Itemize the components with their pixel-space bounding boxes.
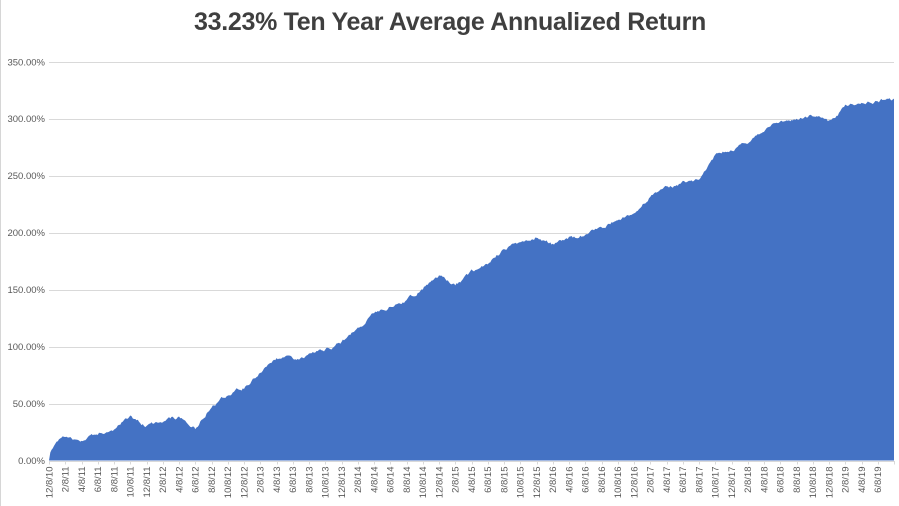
x-axis-label: 4/8/19 [857, 467, 868, 493]
x-axis-label: 4/8/13 [272, 467, 283, 493]
x-axis-label: 4/8/16 [564, 467, 575, 493]
x-axis-label: 12/8/13 [337, 467, 348, 499]
x-axis-label: 6/8/19 [873, 467, 884, 493]
x-axis-label: 8/8/14 [402, 467, 413, 493]
x-axis-label: 10/8/16 [613, 467, 624, 499]
y-axis-label: 150.00% [7, 285, 45, 296]
x-axis-label: 12/8/12 [239, 467, 250, 499]
y-axis-label: 250.00% [7, 171, 45, 182]
x-axis-label: 2/8/14 [353, 467, 364, 493]
x-axis-label: 4/8/17 [662, 467, 673, 493]
x-axis-ticks [49, 461, 895, 465]
x-axis-label: 10/8/13 [321, 467, 332, 499]
x-axis-label: 6/8/15 [483, 467, 494, 493]
x-axis-label: 4/8/18 [759, 467, 770, 493]
x-axis-label: 10/8/12 [223, 467, 234, 499]
x-axis-label: 12/8/14 [434, 467, 445, 499]
x-axis-label: 12/8/17 [727, 467, 738, 499]
x-axis-label: 6/8/18 [776, 467, 787, 493]
x-axis-label: 6/8/13 [288, 467, 299, 493]
x-axis-label: 10/8/18 [808, 467, 819, 499]
x-axis-label: 4/8/15 [467, 467, 478, 493]
x-axis-label: 10/8/17 [711, 467, 722, 499]
x-axis-label: 10/8/11 [126, 467, 137, 498]
x-axis-label: 2/8/15 [451, 467, 462, 493]
chart-title: 33.23% Ten Year Average Annualized Retur… [194, 8, 706, 36]
x-axis-label: 8/8/16 [597, 467, 608, 493]
x-axis-label: 8/8/13 [304, 467, 315, 493]
x-axis-label: 12/8/16 [629, 467, 640, 499]
x-axis-label: 10/8/15 [516, 467, 527, 499]
x-axis-label: 8/8/17 [694, 467, 705, 493]
y-axis-label: 100.00% [7, 342, 45, 353]
return-area-series [49, 98, 894, 461]
y-axis-label: 200.00% [7, 228, 45, 239]
x-axis-labels: 12/8/10 2/8/11 4/8/11 6/8/11 8/8/11 10/8/11 12… [44, 467, 884, 499]
x-axis-label: 2/8/12 [158, 467, 169, 493]
x-axis-label: 10/8/14 [418, 467, 429, 499]
x-axis-label: 8/8/15 [499, 467, 510, 493]
x-axis-label: 4/8/12 [174, 467, 185, 493]
y-axis-labels: 350.00% 300.00% 250.00% 200.00% 150.00% 100.0… [7, 57, 46, 467]
x-axis-label: 8/8/18 [792, 467, 803, 493]
y-axis-label: 0.00% [18, 456, 45, 467]
x-axis-label: 6/8/16 [581, 467, 592, 493]
y-axis-label: 300.00% [7, 114, 45, 125]
x-axis-label: 12/8/11 [142, 467, 153, 498]
x-axis-label: 12/8/18 [824, 467, 835, 499]
x-axis-label: 2/8/13 [256, 467, 267, 493]
area-series [49, 98, 894, 461]
x-axis-label: 2/8/18 [743, 467, 754, 493]
x-axis-label: 4/8/14 [369, 467, 380, 493]
x-axis-label: 2/8/16 [548, 467, 559, 493]
x-axis-label: 2/8/19 [841, 467, 852, 493]
x-axis-label: 2/8/11 [61, 467, 72, 493]
x-axis-label: 6/8/12 [191, 467, 202, 493]
x-axis-label: 8/8/11 [109, 467, 120, 493]
x-axis-label: 6/8/11 [93, 467, 104, 493]
x-axis-label: 4/8/11 [77, 467, 88, 493]
x-axis-label: 8/8/12 [207, 467, 218, 493]
x-axis-label: 6/8/14 [386, 467, 397, 493]
x-axis-label: 12/8/15 [532, 467, 543, 499]
x-axis-label: 12/8/10 [44, 467, 55, 499]
y-axis-label: 350.00% [7, 57, 45, 68]
x-axis-label: 6/8/17 [678, 467, 689, 493]
y-axis-label: 50.00% [13, 399, 46, 410]
x-axis-label: 2/8/17 [646, 467, 657, 493]
